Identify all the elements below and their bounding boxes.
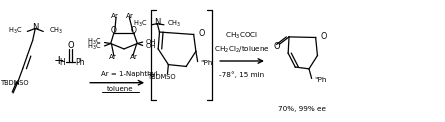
Text: H$_3$C: H$_3$C: [86, 37, 101, 47]
Text: OH: OH: [146, 43, 156, 49]
Text: H$_3$C: H$_3$C: [133, 19, 147, 29]
Text: H$_3$C: H$_3$C: [86, 41, 101, 52]
Text: N: N: [32, 23, 38, 32]
Text: Ar: Ar: [111, 13, 119, 19]
Text: O: O: [320, 32, 327, 41]
Text: O: O: [68, 41, 74, 50]
Text: CH$_3$: CH$_3$: [167, 19, 182, 29]
Text: Ar = 1-Naphthyl: Ar = 1-Naphthyl: [101, 71, 157, 77]
Text: O: O: [131, 26, 137, 35]
Text: CH$_3$COCl: CH$_3$COCl: [226, 31, 259, 41]
Text: TBDMSO: TBDMSO: [149, 74, 177, 80]
Text: O: O: [111, 26, 117, 35]
Text: CH$_3$: CH$_3$: [49, 26, 63, 36]
Text: Ar: Ar: [130, 54, 138, 60]
Text: +: +: [54, 55, 65, 67]
Text: TBDMSO: TBDMSO: [1, 80, 30, 86]
Text: Ar: Ar: [109, 54, 117, 60]
Text: H: H: [59, 58, 65, 67]
Text: "Ph: "Ph: [200, 60, 213, 66]
Text: 70%, 99% ee: 70%, 99% ee: [279, 106, 326, 112]
Text: -78°, 15 min: -78°, 15 min: [219, 71, 265, 78]
Text: O: O: [198, 29, 204, 38]
Text: CH$_2$Cl$_2$/toluene: CH$_2$Cl$_2$/toluene: [214, 45, 270, 55]
Text: toluene: toluene: [107, 86, 134, 92]
Text: Ar: Ar: [126, 13, 134, 19]
Text: O: O: [274, 42, 280, 51]
Text: "Ph: "Ph: [314, 77, 327, 83]
Text: H$_3$C: H$_3$C: [8, 26, 23, 36]
Text: Ph: Ph: [75, 58, 85, 67]
Text: OH: OH: [146, 39, 156, 45]
Text: N: N: [154, 18, 161, 27]
